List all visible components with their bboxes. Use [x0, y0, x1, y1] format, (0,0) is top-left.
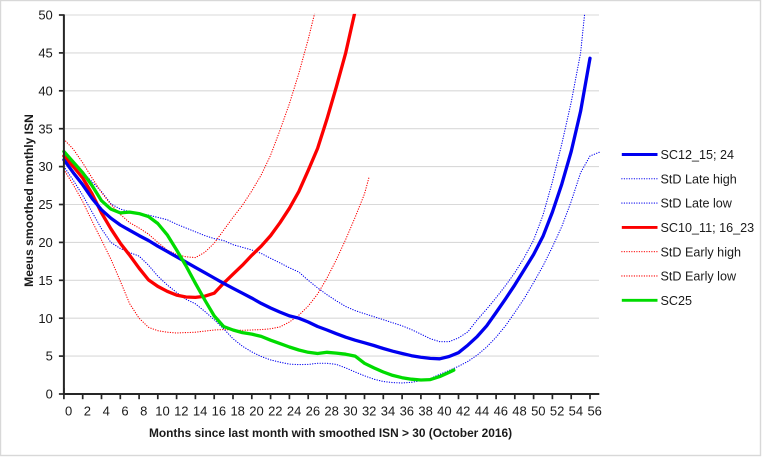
svg-text:50: 50: [531, 404, 545, 419]
svg-text:30: 30: [343, 404, 357, 419]
svg-text:14: 14: [193, 404, 207, 419]
svg-text:34: 34: [381, 404, 395, 419]
svg-text:44: 44: [475, 404, 489, 419]
svg-text:52: 52: [550, 404, 564, 419]
svg-text:15: 15: [38, 273, 52, 288]
svg-text:30: 30: [38, 159, 52, 174]
svg-text:38: 38: [418, 404, 432, 419]
svg-text:20: 20: [38, 235, 52, 250]
svg-text:28: 28: [324, 404, 338, 419]
svg-text:StD Late low: StD Late low: [661, 197, 733, 211]
svg-text:4: 4: [103, 404, 110, 419]
svg-text:46: 46: [494, 404, 508, 419]
svg-text:SC10_11; 16_23: SC10_11; 16_23: [661, 221, 755, 235]
svg-text:25: 25: [38, 197, 52, 212]
svg-text:48: 48: [512, 404, 526, 419]
svg-text:10: 10: [155, 404, 169, 419]
svg-text:SC12_15; 24: SC12_15; 24: [661, 148, 735, 162]
svg-text:50: 50: [38, 8, 52, 23]
svg-text:16: 16: [212, 404, 226, 419]
svg-text:54: 54: [569, 404, 583, 419]
svg-text:18: 18: [230, 404, 244, 419]
svg-text:0: 0: [46, 387, 53, 402]
svg-text:45: 45: [38, 46, 52, 61]
svg-text:5: 5: [46, 349, 53, 364]
svg-text:StD Early low: StD Early low: [661, 270, 737, 284]
svg-text:24: 24: [287, 404, 301, 419]
svg-text:12: 12: [174, 404, 188, 419]
svg-text:20: 20: [249, 404, 263, 419]
svg-text:40: 40: [38, 83, 52, 98]
svg-text:2: 2: [84, 404, 91, 419]
svg-text:22: 22: [268, 404, 282, 419]
svg-text:0: 0: [65, 404, 72, 419]
svg-text:36: 36: [400, 404, 414, 419]
svg-text:Months since last month with s: Months since last month with smoothed IS…: [149, 426, 512, 440]
svg-text:Meeus smoothed monthly ISN: Meeus smoothed monthly ISN: [22, 114, 36, 287]
svg-text:StD Late high: StD Late high: [661, 172, 737, 186]
svg-text:40: 40: [437, 404, 451, 419]
svg-text:42: 42: [456, 404, 470, 419]
svg-text:6: 6: [121, 404, 128, 419]
svg-text:35: 35: [38, 121, 52, 136]
svg-text:SC25: SC25: [661, 294, 693, 308]
svg-text:StD Early high: StD Early high: [661, 245, 742, 259]
svg-text:26: 26: [306, 404, 320, 419]
svg-text:10: 10: [38, 311, 52, 326]
svg-text:8: 8: [140, 404, 147, 419]
svg-text:56: 56: [587, 404, 601, 419]
svg-text:32: 32: [362, 404, 376, 419]
